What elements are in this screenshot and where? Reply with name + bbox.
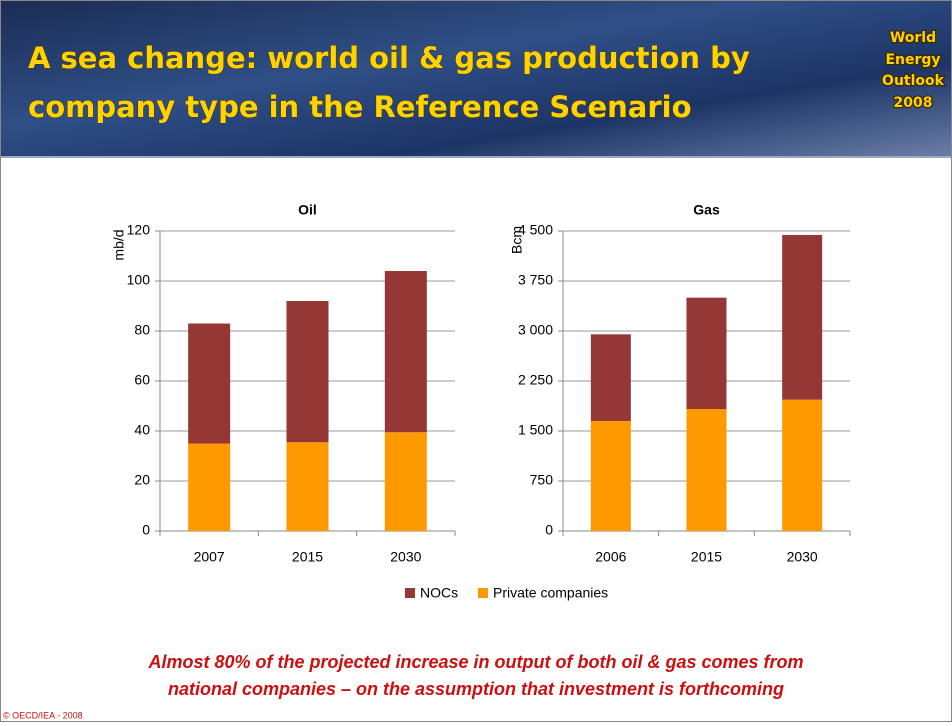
y-tick-label: 2 250 (518, 372, 553, 388)
bar-segment (686, 297, 727, 409)
y-tick-label: 1 500 (518, 422, 553, 438)
y-tick-label: 100 (127, 272, 151, 288)
legend-label: Private companies (493, 585, 608, 601)
bar-segment (590, 421, 631, 531)
logo-text: Outlook (882, 73, 945, 89)
bar-segment (286, 442, 329, 531)
y-tick-label: 750 (530, 472, 554, 488)
y-tick-label: 120 (127, 222, 151, 238)
x-tick-label: 2030 (787, 549, 818, 565)
x-tick-label: 2015 (292, 549, 323, 565)
bar-segment (782, 399, 823, 531)
bar-segment (188, 443, 231, 531)
slide-title: A sea change: world oil & gas production… (28, 41, 750, 75)
bar-segment (286, 301, 329, 443)
y-tick-label: 0 (545, 522, 553, 538)
y-tick-label: 3 000 (518, 322, 553, 338)
bar-segment (590, 334, 631, 421)
bar-segment (686, 409, 727, 531)
bar-segment (384, 271, 427, 433)
caption: national companies – on the assumption t… (168, 679, 784, 699)
y-tick-label: 4 500 (518, 222, 553, 238)
chart-title: Oil (298, 202, 317, 218)
y-tick-label: 0 (142, 522, 150, 538)
chart-title: Gas (693, 202, 720, 218)
y-tick-label: 80 (134, 322, 150, 338)
y-axis-title: Bcm (509, 226, 525, 254)
x-tick-label: 2015 (691, 549, 722, 565)
y-tick-label: 60 (134, 372, 150, 388)
bar-segment (384, 432, 427, 531)
x-tick-label: 2030 (390, 549, 421, 565)
logo-text: 2008 (894, 95, 933, 111)
y-axis-title: mb/d (111, 229, 127, 260)
x-tick-label: 2007 (194, 549, 225, 565)
legend-swatch (478, 588, 488, 598)
header-band (0, 0, 952, 157)
logo-text: Energy (885, 52, 940, 68)
legend-label: NOCs (420, 585, 458, 601)
copyright: © OECD/IEA - 2008 (3, 710, 83, 720)
legend-swatch (405, 588, 415, 598)
x-tick-label: 2006 (595, 549, 626, 565)
bar-segment (782, 235, 823, 400)
slide-title: company type in the Reference Scenario (28, 90, 692, 124)
caption: Almost 80% of the projected increase in … (147, 652, 803, 672)
bar-segment (188, 323, 231, 444)
y-tick-label: 3 750 (518, 272, 553, 288)
y-tick-label: 20 (134, 472, 150, 488)
logo-text: World (890, 30, 936, 46)
y-tick-label: 40 (134, 422, 150, 438)
